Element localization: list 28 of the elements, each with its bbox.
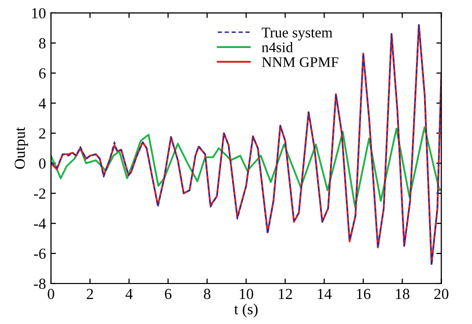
y-tick-label: 10 [32,8,46,18]
line-series [50,24,442,266]
legend-label: n4sid [262,42,293,52]
y-tick-label: 0 [39,158,46,169]
y-tick-label: -2 [34,188,46,199]
x-tick-label: 10 [240,288,254,300]
y-tick-label: 2 [39,128,46,138]
y-tick-label: -8 [34,278,46,289]
x-tick-label: 14 [318,288,332,299]
y-tick-label: 8 [39,38,46,48]
x-tick-label: 12 [278,288,292,299]
y-tick-label: -6 [34,248,46,259]
line-series [50,126,442,208]
x-tick-label: 16 [356,288,370,300]
y-tick-label: 4 [38,98,46,108]
legend-label: True system [262,28,332,40]
x-tick-label: 18 [396,288,410,300]
x-axis-title: t (s) [234,304,258,318]
y-tick-label: 6 [39,68,46,79]
legend-label: NNM GPMF [262,57,338,68]
x-tick-label: 2 [86,288,93,299]
y-axis-title: Output [14,127,28,169]
x-tick-label: 8 [204,288,210,300]
x-tick-label: 6 [164,288,172,300]
x-tick-label: 20 [434,288,448,300]
y-tick-label: -4 [34,218,46,229]
x-tick-label: 0 [48,288,54,300]
x-tick-label: 4 [126,288,133,299]
